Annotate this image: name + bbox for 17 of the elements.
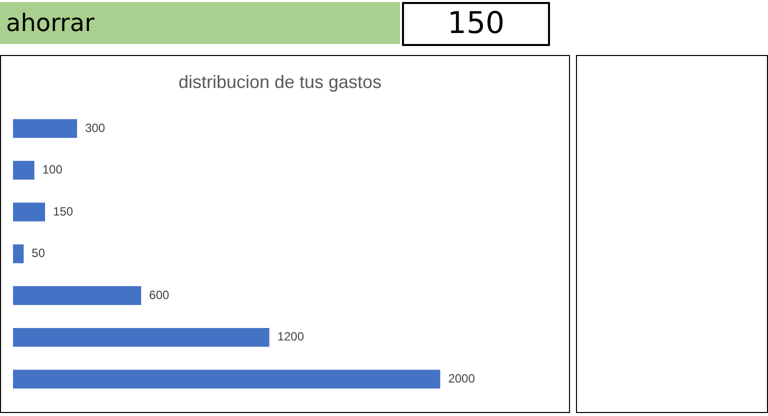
- text: 150: [402, 2, 550, 46]
- data-label: 50: [32, 246, 46, 260]
- data-label: 100: [42, 162, 63, 177]
- bar: [13, 119, 78, 138]
- bar: [13, 328, 270, 347]
- data-label: 150: [53, 204, 74, 218]
- data-label: 2000: [448, 371, 476, 386]
- text: ahorrar: [0, 2, 400, 44]
- bar: [13, 244, 24, 264]
- data-label: 1200: [277, 330, 304, 344]
- bar: [13, 160, 34, 180]
- bar: [13, 286, 142, 305]
- chart-title: distribucion de tus gastos: [178, 72, 382, 92]
- data-label: 300: [85, 120, 106, 135]
- bar: [13, 370, 440, 389]
- data-label: 600: [149, 288, 170, 302]
- bar: [13, 202, 46, 222]
